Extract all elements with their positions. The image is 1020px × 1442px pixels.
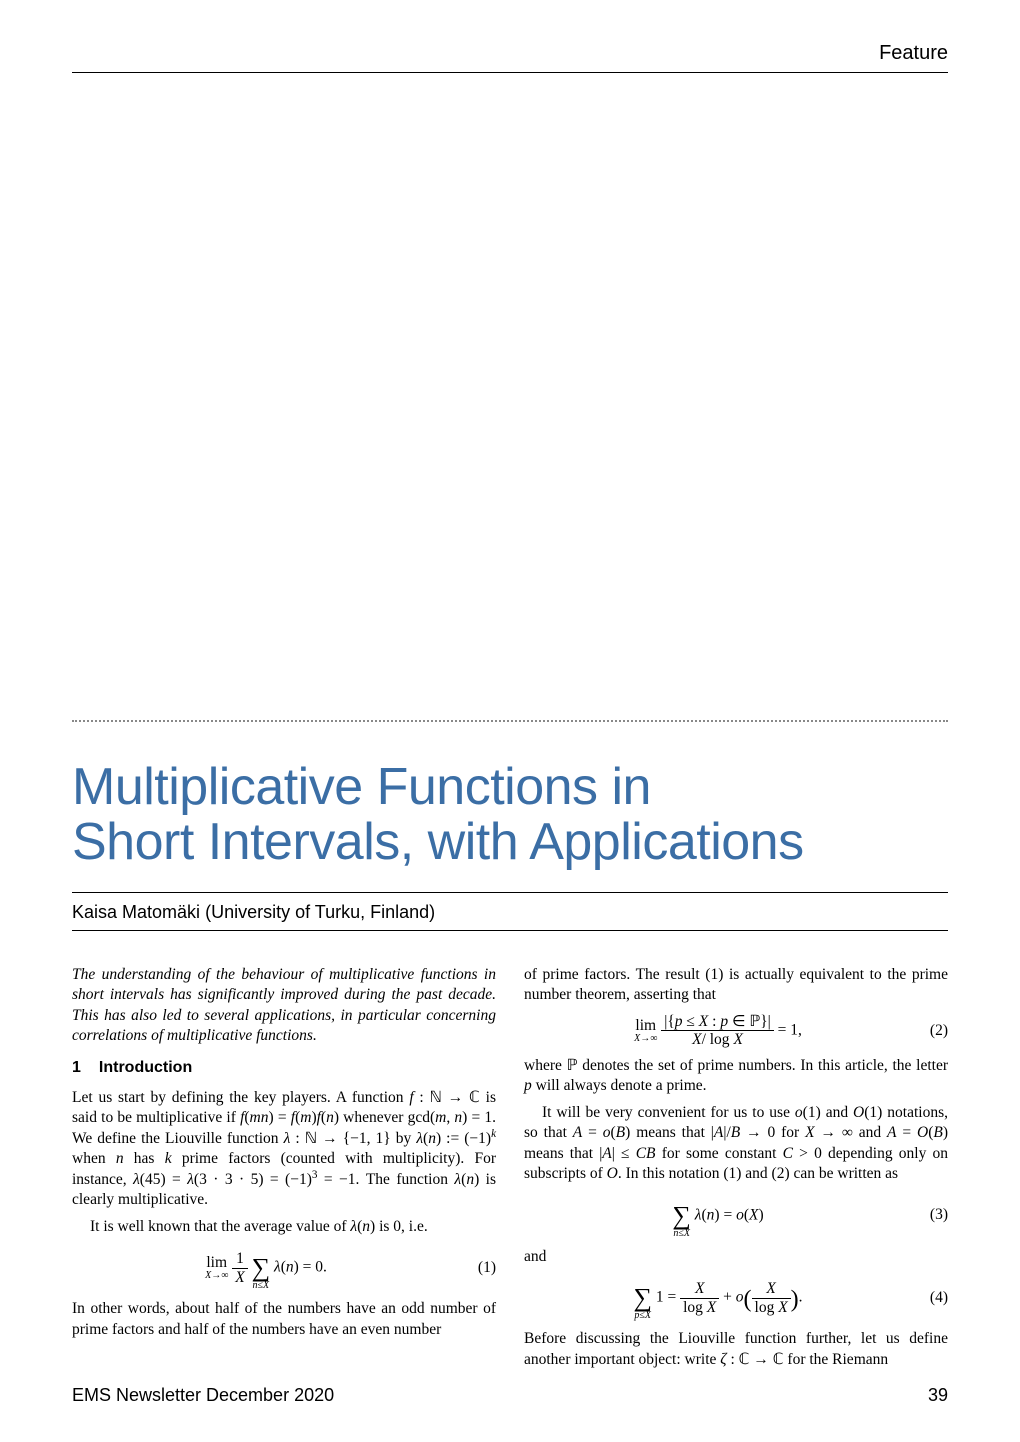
frac: Xlog X bbox=[680, 1281, 719, 1315]
page-footer: EMS Newsletter December 2020 39 bbox=[72, 1385, 948, 1406]
right-para-4: and bbox=[524, 1247, 948, 1267]
author-rule-bot bbox=[72, 930, 948, 931]
math-inline: |A|/B → 0 bbox=[711, 1124, 775, 1141]
equation-number: (4) bbox=[912, 1288, 948, 1308]
abstract: The understanding of the behaviour of mu… bbox=[72, 965, 496, 1047]
math-inline: f(mn) = f(m)f(n) bbox=[240, 1109, 339, 1126]
author-rule-top bbox=[72, 892, 948, 893]
equation-number: (2) bbox=[912, 1021, 948, 1041]
math-inline: λ(n) bbox=[350, 1218, 375, 1235]
frac: 1X bbox=[232, 1251, 247, 1285]
math-inline: O(1) bbox=[853, 1104, 882, 1121]
section-number: 1 bbox=[72, 1059, 81, 1076]
text: means that bbox=[630, 1124, 710, 1141]
frac: |{p ≤ X : p ∈ ℙ}|X/ log X bbox=[661, 1014, 774, 1048]
text: has bbox=[124, 1150, 165, 1167]
equation-2: limX→∞ |{p ≤ X : p ∈ ℙ}|X/ log X = 1, (2… bbox=[524, 1014, 948, 1048]
text: . In this notation (1) and (2) can be wr… bbox=[618, 1165, 898, 1182]
section-heading-1: 1 Introduction bbox=[72, 1057, 496, 1078]
left-column: The understanding of the behaviour of mu… bbox=[72, 965, 496, 1360]
title-line-1: Multiplicative Functions in bbox=[72, 760, 948, 815]
equation-3: ∑n≤X λ(n) = o(X) (3) bbox=[524, 1193, 948, 1239]
footer-page-number: 39 bbox=[928, 1385, 948, 1406]
text: is 0, i.e. bbox=[375, 1218, 428, 1235]
text: It will be very convenient for us to use bbox=[542, 1104, 795, 1121]
text: and bbox=[821, 1104, 853, 1121]
text: whenever bbox=[339, 1109, 408, 1126]
equation-number: (3) bbox=[912, 1205, 948, 1225]
left-para-1: Let us start by defining the key players… bbox=[72, 1088, 496, 1211]
text: for some constant bbox=[656, 1145, 783, 1162]
math-inline: λ(n) bbox=[454, 1171, 479, 1188]
equation-number: (1) bbox=[460, 1258, 496, 1278]
right-para-2: where ℙ denotes the set of prime numbers… bbox=[524, 1056, 948, 1097]
math-inline: λ : ℕ → {−1, 1} bbox=[284, 1130, 391, 1147]
sum-op: ∑n≤X bbox=[672, 1193, 691, 1239]
author-line: Kaisa Matomäki (University of Turku, Fin… bbox=[72, 902, 435, 923]
math-inline: k bbox=[165, 1150, 172, 1167]
author-name: Kaisa Matomäki bbox=[72, 902, 200, 922]
math-inline: λ(45) = λ(3 · 3 · 5) = (−1)3 = −1 bbox=[133, 1171, 355, 1188]
footer-left: EMS Newsletter December 2020 bbox=[72, 1385, 334, 1406]
math-inline: gcd(m, n) = 1 bbox=[408, 1109, 493, 1126]
left-para-3: In other words, about half of the number… bbox=[72, 1299, 496, 1340]
math-inline: |A| ≤ CB bbox=[599, 1145, 655, 1162]
math-inline: O bbox=[607, 1165, 618, 1182]
equation-3-body: ∑n≤X λ(n) = o(X) bbox=[524, 1193, 912, 1239]
sum-op: ∑p≤X bbox=[633, 1275, 652, 1321]
header-rule bbox=[72, 72, 948, 73]
text: by bbox=[391, 1130, 417, 1147]
right-column: of prime factors. The result (1) is actu… bbox=[524, 965, 948, 1360]
equation-4-body: ∑p≤X 1 = Xlog X + o(Xlog X). bbox=[524, 1275, 912, 1321]
text: means that bbox=[524, 1145, 599, 1162]
text: for bbox=[775, 1124, 805, 1141]
text: denotes the set of prime numbers. In thi… bbox=[577, 1057, 948, 1074]
lim-op: limX→∞ bbox=[205, 1255, 228, 1281]
title-line-2: Short Intervals, with Applications bbox=[72, 815, 948, 870]
dotted-rule bbox=[72, 720, 948, 722]
right-para-3: It will be very convenient for us to use… bbox=[524, 1103, 948, 1185]
math-inline: A = o(B) bbox=[573, 1124, 631, 1141]
math-inline: C > 0 bbox=[783, 1145, 822, 1162]
text: where bbox=[524, 1057, 567, 1074]
math-inline: f : ℕ → ℂ bbox=[409, 1089, 480, 1106]
equation-2-body: limX→∞ |{p ≤ X : p ∈ ℙ}|X/ log X = 1, bbox=[524, 1014, 912, 1048]
sum-op: ∑n≤X bbox=[252, 1245, 271, 1291]
text: Let us start by defining the key players… bbox=[72, 1089, 409, 1106]
text: for the Riemann bbox=[784, 1351, 889, 1368]
math-inline: o(1) bbox=[795, 1104, 821, 1121]
text: . The function bbox=[356, 1171, 455, 1188]
frac: Xlog X bbox=[752, 1281, 791, 1315]
math-inline: n bbox=[116, 1150, 124, 1167]
text: It is well known that the average value … bbox=[90, 1218, 350, 1235]
right-para-1: of prime factors. The result (1) is actu… bbox=[524, 965, 948, 1006]
math-inline: ζ : ℂ → ℂ bbox=[720, 1351, 783, 1368]
header-section-label: Feature bbox=[879, 42, 948, 65]
equation-4: ∑p≤X 1 = Xlog X + o(Xlog X). (4) bbox=[524, 1275, 948, 1321]
math-inline: A = O(B) bbox=[887, 1124, 948, 1141]
text: when bbox=[72, 1150, 116, 1167]
equation-1-body: limX→∞ 1X ∑n≤X λ(n) = 0. bbox=[72, 1245, 460, 1291]
equation-1: limX→∞ 1X ∑n≤X λ(n) = 0. (1) bbox=[72, 1245, 496, 1291]
right-para-5: Before discussing the Liouville function… bbox=[524, 1329, 948, 1370]
lim-op: limX→∞ bbox=[634, 1018, 657, 1044]
text: will always denote a prime. bbox=[532, 1077, 707, 1094]
author-affiliation: (University of Turku, Finland) bbox=[205, 902, 435, 922]
text: and bbox=[853, 1124, 887, 1141]
math-inline: p bbox=[524, 1077, 532, 1094]
math-inline: X → ∞ bbox=[805, 1124, 853, 1141]
math-inline: ℙ bbox=[567, 1057, 578, 1074]
math-inline: λ(n) := (−1)k bbox=[416, 1130, 496, 1147]
left-para-2: It is well known that the average value … bbox=[72, 1217, 496, 1237]
body-columns: The understanding of the behaviour of mu… bbox=[72, 965, 948, 1360]
section-title: Introduction bbox=[99, 1059, 192, 1076]
article-title: Multiplicative Functions in Short Interv… bbox=[72, 760, 948, 869]
